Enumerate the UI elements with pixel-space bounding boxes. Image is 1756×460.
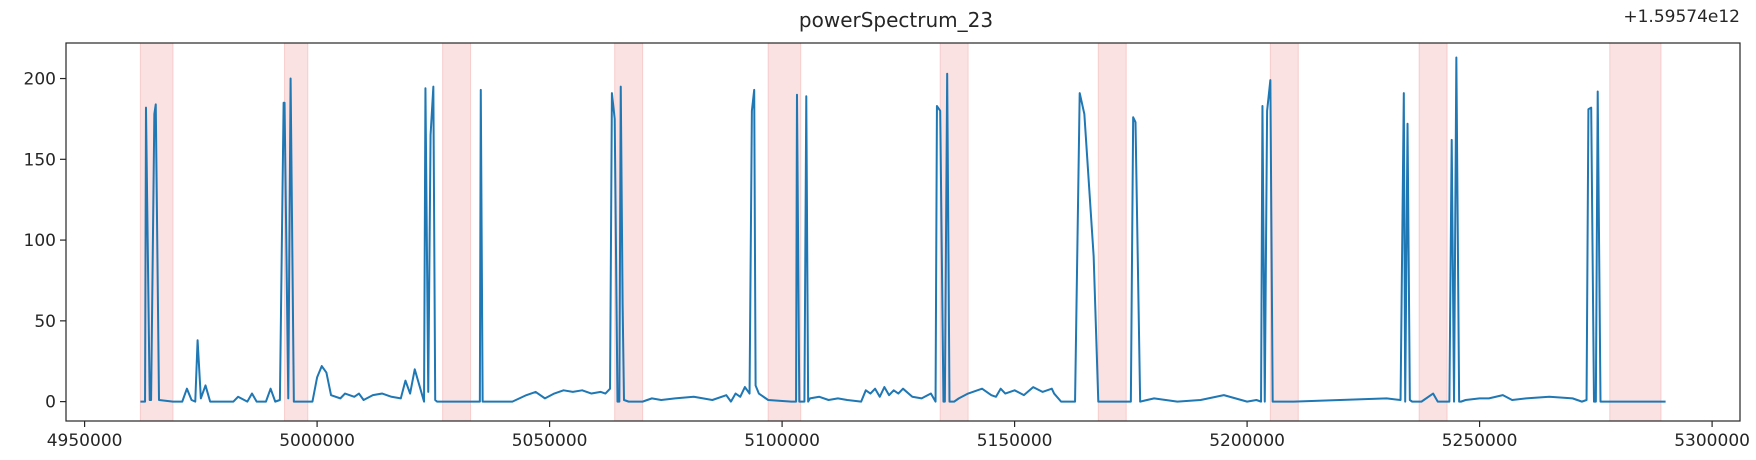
series-line-1 (140, 56, 1666, 403)
x-tick-label: 5150000 (977, 431, 1053, 451)
x-axis-offset-label: +1.59574e12 (1623, 7, 1740, 27)
x-axis: 4950000 5000000 5050000 5100000 5150000 52000… (47, 421, 1750, 451)
series-line-layer (140, 56, 1666, 403)
y-tick-label: 150 (24, 150, 56, 170)
y-tick-label: 0 (45, 393, 56, 413)
x-tick-label: 5050000 (512, 431, 588, 451)
highlight-span-3 (442, 42, 472, 422)
x-tick-label: 5100000 (744, 431, 820, 451)
x-tick-label: 5250000 (1442, 431, 1518, 451)
x-tick-label: 5300000 (1674, 431, 1750, 451)
highlight-span-7 (1097, 42, 1127, 422)
highlight-spans (139, 42, 1662, 422)
x-tick-label: 5200000 (1209, 431, 1285, 451)
y-tick-label: 100 (24, 231, 56, 251)
y-tick-label: 200 (24, 70, 56, 90)
y-tick-label: 50 (34, 312, 56, 332)
plot-frame (65, 42, 1741, 422)
highlight-span-9 (1418, 42, 1448, 422)
x-tick-label: 5000000 (279, 431, 355, 451)
chart-title: powerSpectrum_23 (799, 8, 993, 32)
x-tick-label: 4950000 (47, 431, 123, 451)
highlight-span-8 (1269, 42, 1299, 422)
highlight-span-10 (1609, 42, 1662, 422)
y-axis: 0 50 100 150 200 (24, 70, 66, 413)
